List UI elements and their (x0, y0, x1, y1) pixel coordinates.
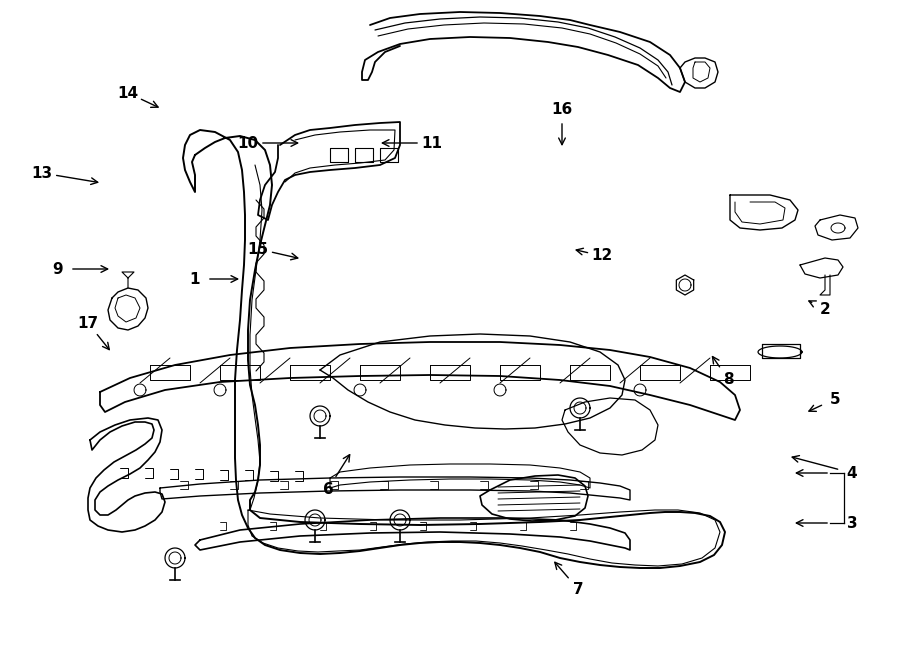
Text: 16: 16 (552, 102, 572, 116)
Text: 12: 12 (591, 249, 613, 264)
Text: 9: 9 (53, 262, 63, 276)
Text: 11: 11 (421, 136, 443, 151)
Text: 7: 7 (572, 582, 583, 596)
Text: 10: 10 (238, 136, 258, 151)
Text: 2: 2 (820, 301, 831, 317)
Text: 14: 14 (117, 85, 139, 100)
Text: 4: 4 (847, 465, 858, 481)
Text: 17: 17 (77, 315, 99, 330)
Text: 5: 5 (830, 391, 841, 407)
Text: 1: 1 (190, 272, 200, 286)
Text: 13: 13 (32, 165, 52, 180)
Text: 6: 6 (322, 481, 333, 496)
Text: 8: 8 (723, 371, 734, 387)
Text: 15: 15 (248, 241, 268, 256)
Text: 3: 3 (847, 516, 858, 531)
